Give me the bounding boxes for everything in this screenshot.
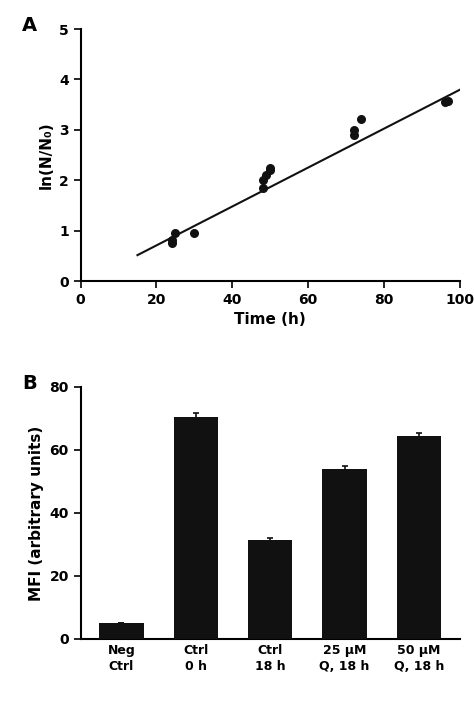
Point	[168, 234, 175, 245]
Point	[441, 97, 448, 108]
Point	[263, 169, 270, 181]
Y-axis label: MFI (arbitrary units): MFI (arbitrary units)	[29, 425, 44, 600]
Bar	[397, 436, 441, 639]
Point	[350, 124, 357, 136]
Point	[191, 227, 198, 239]
Point	[266, 162, 274, 174]
Y-axis label: ln(N/N₀): ln(N/N₀)	[38, 121, 54, 189]
Point	[172, 227, 179, 239]
Text: A: A	[22, 17, 37, 36]
Point	[350, 129, 357, 141]
Point	[259, 174, 266, 186]
Bar	[173, 417, 218, 639]
Point	[266, 164, 274, 176]
Bar	[248, 539, 292, 639]
X-axis label: Time (h): Time (h)	[234, 312, 306, 327]
Text: B: B	[22, 375, 36, 393]
Point	[357, 113, 365, 125]
Point	[168, 237, 175, 249]
Point	[445, 95, 452, 107]
Bar	[99, 623, 144, 639]
Point	[259, 182, 266, 194]
Bar	[322, 469, 367, 639]
